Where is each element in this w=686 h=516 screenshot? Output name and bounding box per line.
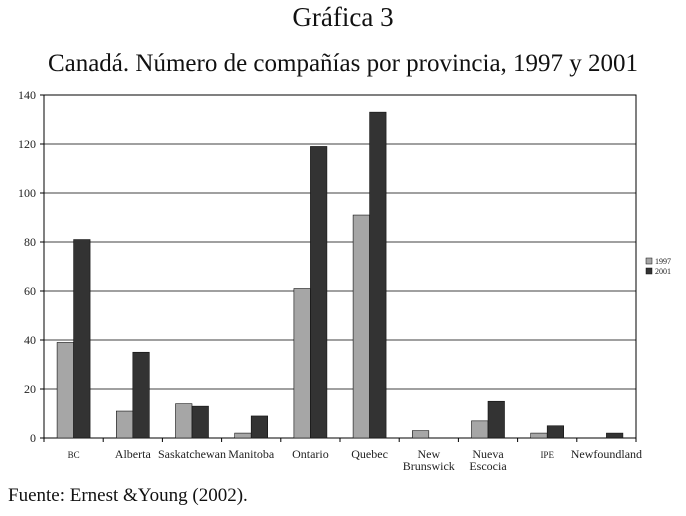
bar-1997-manitoba xyxy=(234,432,252,439)
x-tick-label: Ontario xyxy=(292,447,329,461)
bar-2001-newfoundland xyxy=(606,432,624,439)
x-tick-label: BC xyxy=(68,450,80,460)
bar-2001-quebec xyxy=(369,111,387,439)
x-tick-label: Brunswick xyxy=(403,459,455,473)
bar-1997-alberta xyxy=(116,410,134,439)
x-tick-label: IPE xyxy=(540,450,554,460)
y-tick-label: 100 xyxy=(18,186,36,200)
x-tick-label: Quebec xyxy=(351,447,388,461)
y-tick-label: 0 xyxy=(30,431,36,445)
bar-2001-ipe xyxy=(546,425,565,439)
y-tick-label: 20 xyxy=(24,382,36,396)
source-note: Fuente: Ernest &Young (2002). xyxy=(8,485,248,506)
x-tick-label: Nueva xyxy=(472,447,504,461)
x-tick-label: Alberta xyxy=(115,447,152,461)
y-tick-label: 40 xyxy=(24,333,36,347)
bar-1997-quebec xyxy=(352,214,370,439)
bar-1997-new-brunswick xyxy=(411,430,430,439)
legend-swatch-2001 xyxy=(645,267,653,275)
bar-2001-bc xyxy=(73,239,91,439)
y-tick-label: 140 xyxy=(18,88,36,102)
chart-title: Gráfica 3 xyxy=(292,2,394,32)
x-tick-label: Escocia xyxy=(469,459,507,473)
bar-1997-ipe xyxy=(530,432,548,439)
bar-1997-saskatchewan xyxy=(175,403,193,439)
legend-label-2001: 2001 xyxy=(655,267,671,276)
bar-1997-nueva-escocia xyxy=(471,420,489,439)
legend-label-1997: 1997 xyxy=(655,257,671,266)
legend-swatch-1997 xyxy=(645,257,653,265)
bar-2001-nueva-escocia xyxy=(487,400,505,439)
bar-2001-saskatchewan xyxy=(191,405,209,439)
bar-2001-ontario xyxy=(310,146,328,439)
x-tick-label: Manitoba xyxy=(228,447,275,461)
bar-1997-ontario xyxy=(293,288,311,439)
x-tick-label: Saskatchewan xyxy=(158,447,226,461)
chart-subtitle: Canadá. Número de compañías por provinci… xyxy=(47,50,639,77)
bar-2001-alberta xyxy=(132,351,150,439)
bar-1997-bc xyxy=(56,342,74,439)
y-tick-label: 80 xyxy=(24,235,36,249)
y-tick-label: 60 xyxy=(24,284,36,298)
bar-chart: 0 20 40 60 80 100 120 140 BC Alberta Saskatchewan M… xyxy=(18,88,671,473)
x-tick-label: New xyxy=(417,447,440,461)
y-tick-label: 120 xyxy=(18,137,36,151)
bar-2001-manitoba xyxy=(250,415,268,439)
x-tick-label: Newfoundland xyxy=(571,447,642,461)
